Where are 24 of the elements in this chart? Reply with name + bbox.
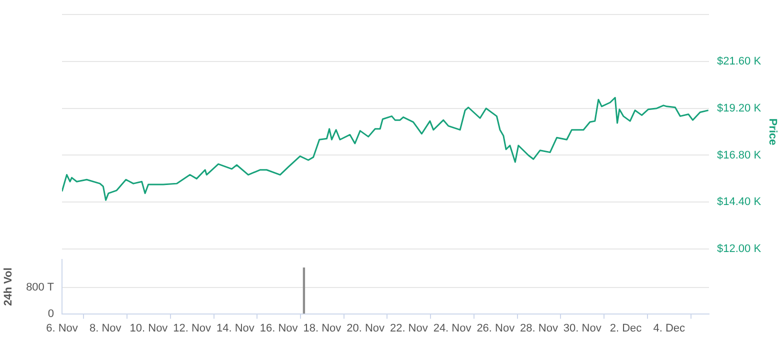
x-tick-label: 8. Nov (89, 322, 122, 334)
x-tick-label: 18. Nov (303, 322, 342, 334)
x-tick-label: 22. Nov (390, 322, 428, 334)
x-tick-label: 30. Nov (563, 322, 602, 334)
x-tick-label: 4. Dec (653, 322, 686, 334)
x-tick-label: 12. Nov (173, 322, 212, 334)
y-axis-title: 24h Vol (2, 268, 15, 306)
y-tick-label: 0 (48, 308, 54, 320)
x-tick-label: 20. Nov (346, 322, 385, 334)
x-tick-label: 28. Nov (520, 322, 558, 334)
y-tick-label: $21.60 K (717, 56, 762, 68)
x-tick-label: 24. Nov (433, 322, 472, 334)
x-tick-label: 2. Dec (610, 322, 642, 334)
x-tick-label: 14. Nov (216, 322, 255, 334)
x-tick-label: 16. Nov (260, 322, 298, 334)
x-tick-label: 26. Nov (476, 322, 516, 334)
x-tick-label: 10. Nov (130, 322, 168, 334)
y-axis-title: Price (766, 118, 778, 146)
y-tick-label: $12.00 K (717, 243, 762, 256)
x-tick-label: 6. Nov (46, 322, 78, 334)
y-tick-label: $16.80 K (717, 149, 762, 162)
y-tick-label: $19.20 K (717, 102, 762, 114)
y-tick-label: 800 T (26, 282, 54, 294)
y-tick-label: $14.40 K (717, 196, 762, 208)
